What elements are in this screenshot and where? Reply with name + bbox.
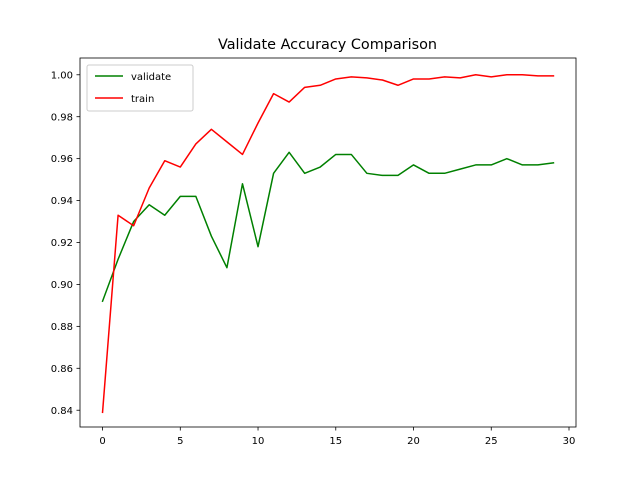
y-tick-label: 0.92 (51, 238, 73, 249)
x-tick-label: 0 (99, 436, 105, 447)
y-tick-label: 0.96 (51, 154, 73, 165)
plot-area (101, 74, 555, 414)
chart-title: Validate Accuracy Comparison (218, 37, 437, 53)
x-tick-label: 15 (329, 436, 342, 447)
y-tick-label: 0.90 (51, 280, 73, 291)
legend-label-train: train (131, 94, 154, 105)
y-tick-label: 0.94 (51, 196, 73, 207)
y-tick-label: 0.88 (51, 322, 73, 333)
x-tick-label: 30 (563, 436, 576, 447)
x-tick-label: 25 (485, 436, 498, 447)
y-tick-label: 0.86 (51, 364, 73, 375)
axes: 0 5 10 15 20 25 30 0.84 0.86 0.88 0.90 0.92 0.94 0.96… (51, 57, 577, 447)
x-tick-label: 10 (252, 436, 265, 447)
x-tick-label: 20 (407, 436, 420, 447)
series-line-train (101, 74, 555, 414)
series-line-validate (101, 151, 555, 303)
y-tick-label: 0.84 (51, 406, 73, 417)
legend-label-validate: validate (131, 72, 171, 83)
axes-frame (79, 57, 577, 428)
x-tick-label: 5 (177, 436, 183, 447)
y-tick-label: 1.00 (51, 70, 73, 81)
legend: validate train (86, 64, 194, 112)
y-tick-label: 0.98 (51, 112, 73, 123)
